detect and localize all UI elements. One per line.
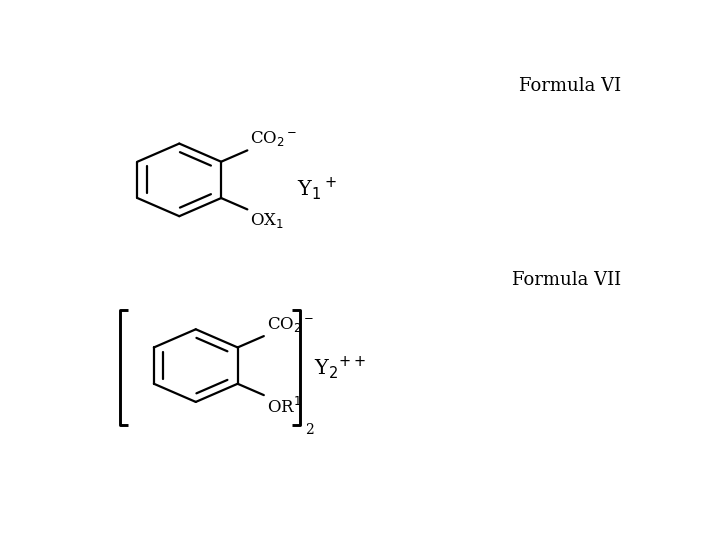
Text: CO$_2$$^-$: CO$_2$$^-$: [250, 129, 298, 148]
Text: 2: 2: [305, 423, 313, 437]
Text: Formula VII: Formula VII: [513, 271, 622, 289]
Text: Y$_2$$^{++}$: Y$_2$$^{++}$: [314, 354, 366, 381]
Text: Formula VI: Formula VI: [520, 77, 622, 95]
Text: CO$_2$$^-$: CO$_2$$^-$: [267, 315, 314, 334]
Text: OX$_1$: OX$_1$: [250, 212, 284, 230]
Text: OR$^1$: OR$^1$: [267, 397, 301, 418]
Text: Y$_1$$^+$: Y$_1$$^+$: [298, 175, 337, 202]
